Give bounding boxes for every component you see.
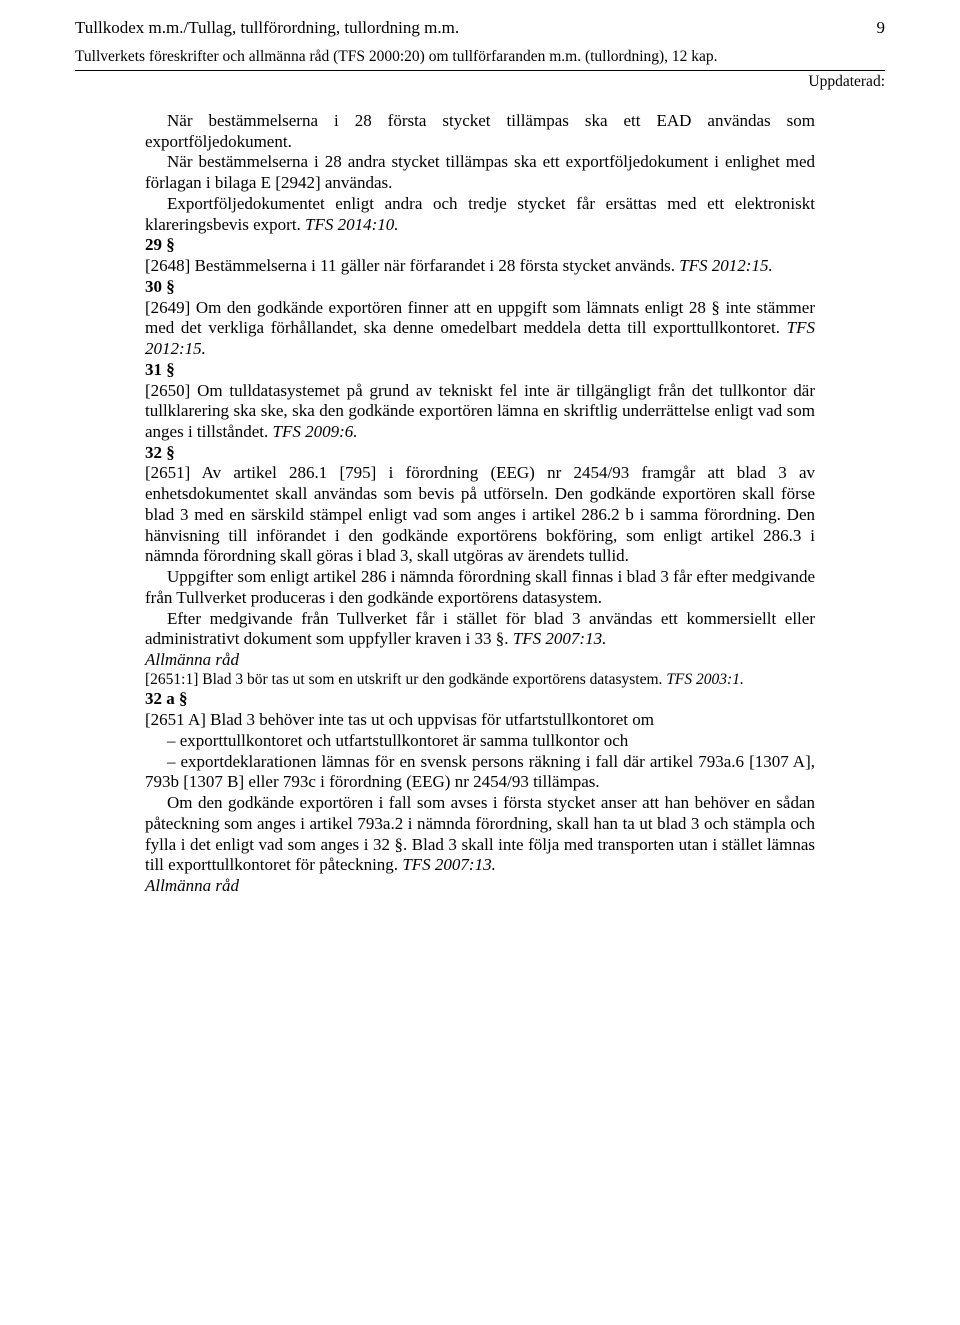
section-29-body: [2648] Bestämmelserna i 11 gäller när fö… — [145, 256, 815, 277]
intro-p2: När bestämmelserna i 28 andra stycket ti… — [145, 152, 815, 193]
section-29-ref: TFS 2012:15. — [679, 256, 773, 275]
section-32-p2: Uppgifter som enligt artikel 286 i nämnd… — [145, 567, 815, 608]
section-32-p1: [2651] Av artikel 286.1 [795] i förordni… — [145, 463, 815, 567]
section-32a-head: 32 a § — [145, 689, 815, 710]
section-32-advice-body: [2651:1] Blad 3 bör tas ut som en utskri… — [145, 671, 815, 690]
section-32-advice-text: [2651:1] Blad 3 bör tas ut som en utskri… — [145, 671, 666, 688]
section-32-p3-text: Efter medgivande från Tullverket får i s… — [145, 609, 815, 649]
document-page: Tullkodex m.m./Tullag, tullförordning, t… — [0, 0, 960, 927]
intro-p1: När bestämmelserna i 28 första stycket t… — [145, 111, 815, 152]
section-29-text: [2648] Bestämmelserna i 11 gäller när fö… — [145, 256, 679, 275]
header-row: Tullkodex m.m./Tullag, tullförordning, t… — [75, 18, 885, 38]
section-31-text: [2650] Om tulldatasystemet på grund av t… — [145, 381, 815, 441]
section-32-p3: Efter medgivande från Tullverket får i s… — [145, 609, 815, 650]
intro-p3: Exportföljedokumentet enligt andra och t… — [145, 194, 815, 235]
section-31-head: 31 § — [145, 360, 815, 381]
intro-p3-ref: TFS 2014:10. — [305, 215, 399, 234]
section-32a-li1: – exporttullkontoret och utfartstullkont… — [145, 731, 815, 752]
section-32-advice-head: Allmänna råd — [145, 650, 815, 671]
section-31-ref: TFS 2009:6. — [272, 422, 357, 441]
updated-label: Uppdaterad: — [75, 73, 885, 91]
section-32a-p2-ref: TFS 2007:13. — [402, 855, 496, 874]
intro-p3-text: Exportföljedokumentet enligt andra och t… — [145, 194, 815, 234]
section-32-advice-ref: TFS 2003:1. — [666, 671, 744, 688]
header-subtitle: Tullverkets föreskrifter och allmänna rå… — [75, 48, 885, 66]
header-divider — [75, 70, 885, 71]
page-number: 9 — [877, 18, 886, 38]
section-32a-advice-head: Allmänna råd — [145, 876, 815, 897]
header-title: Tullkodex m.m./Tullag, tullförordning, t… — [75, 18, 459, 38]
section-32a-p2: Om den godkände exportören i fall som av… — [145, 793, 815, 876]
section-31-body: [2650] Om tulldatasystemet på grund av t… — [145, 381, 815, 443]
section-32-head: 32 § — [145, 443, 815, 464]
section-32-p3-ref: TFS 2007:13. — [513, 629, 607, 648]
section-30-text: [2649] Om den godkände exportören finner… — [145, 298, 815, 338]
content-area: När bestämmelserna i 28 första stycket t… — [75, 111, 885, 897]
section-29-head: 29 § — [145, 235, 815, 256]
section-30-body: [2649] Om den godkände exportören finner… — [145, 298, 815, 360]
section-30-head: 30 § — [145, 277, 815, 298]
section-32a-li2: – exportdeklarationen lämnas för en sven… — [145, 752, 815, 793]
section-32a-p1: [2651 A] Blad 3 behöver inte tas ut och … — [145, 710, 815, 731]
